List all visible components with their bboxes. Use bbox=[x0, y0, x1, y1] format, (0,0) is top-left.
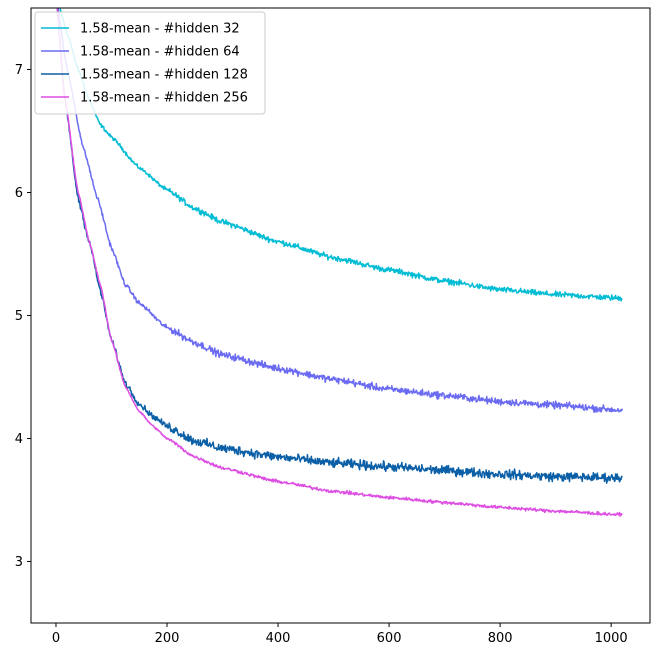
x-tick-label: 200 bbox=[155, 631, 180, 646]
series-line-1 bbox=[57, 8, 623, 413]
x-tick-label: 1000 bbox=[595, 631, 628, 646]
series-line-0 bbox=[59, 8, 623, 302]
y-tick-label: 6 bbox=[15, 186, 23, 201]
x-tick-label: 800 bbox=[488, 631, 513, 646]
x-tick-label: 400 bbox=[266, 631, 291, 646]
legend-label: 1.58-mean - #hidden 256 bbox=[80, 91, 248, 106]
axis-layer: 0 200 400 600 800 1000 3 4 5 6 7 bbox=[15, 63, 628, 646]
legend-box bbox=[34, 11, 266, 115]
series-line-3 bbox=[56, 8, 623, 517]
y-tick-label: 5 bbox=[15, 309, 23, 324]
legend-label: 1.58-mean - #hidden 32 bbox=[80, 22, 240, 37]
series-layer bbox=[56, 8, 623, 517]
legend-label: 1.58-mean - #hidden 64 bbox=[80, 45, 240, 60]
legend: 1.58-mean - #hidden 32 1.58-mean - #hidde… bbox=[34, 11, 266, 115]
legend-label: 1.58-mean - #hidden 128 bbox=[80, 68, 248, 83]
y-tick-label: 7 bbox=[15, 63, 23, 78]
y-tick-label: 4 bbox=[15, 432, 23, 447]
y-tick-label: 3 bbox=[15, 555, 23, 570]
x-tick-label: 600 bbox=[377, 631, 402, 646]
x-tick-label: 0 bbox=[52, 631, 60, 646]
series-line-2 bbox=[56, 8, 623, 484]
